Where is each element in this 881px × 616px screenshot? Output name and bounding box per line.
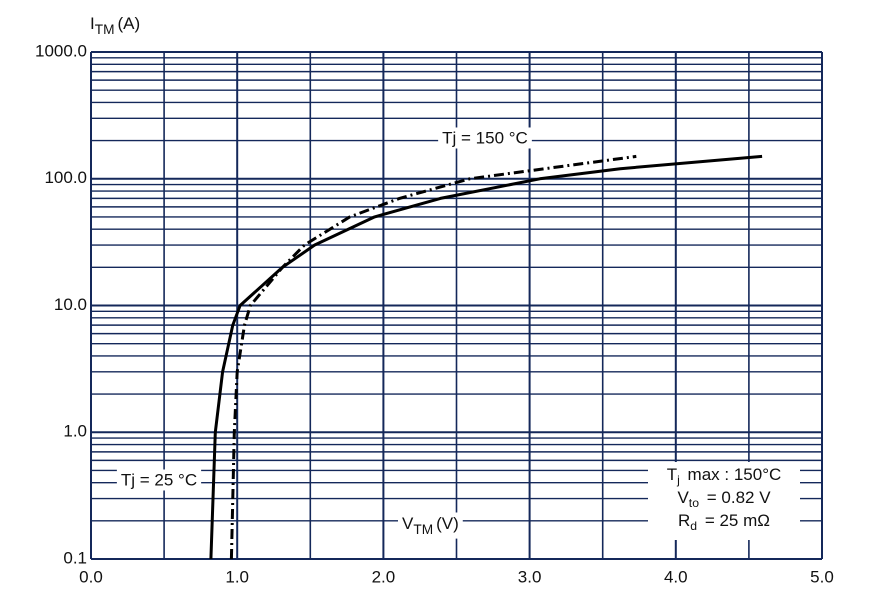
info-line-sub: to: [689, 496, 699, 510]
x-tick-label: 5.0: [810, 567, 834, 586]
info-line: Tj max : 150°C: [667, 465, 782, 487]
x-tick-label: 2.0: [372, 567, 396, 586]
y-axis-title-main: I: [90, 14, 95, 33]
info-line: Rd = 25 mΩ: [678, 511, 770, 533]
info-line-sub: j: [676, 473, 680, 487]
info-line-rest: max : 150°C: [683, 465, 781, 484]
y-axis-title-sub: TM: [95, 22, 115, 37]
series-label: Tj = 150 °C: [442, 128, 528, 147]
info-box: [648, 462, 800, 540]
y-axis-title: ITM (A): [90, 14, 140, 36]
x-tick-label: 1.0: [225, 567, 249, 586]
info-line-main: R: [678, 511, 690, 530]
y-tick-label: 100.0: [44, 168, 87, 187]
x-axis-title: VTM (V): [402, 514, 459, 536]
info-line-main: V: [677, 488, 689, 507]
y-tick-label: 10.0: [54, 295, 87, 314]
info-line-main: T: [667, 465, 677, 484]
series-line: [229, 154, 637, 560]
series-line: [209, 154, 763, 560]
x-tick-label: 3.0: [518, 567, 542, 586]
x-axis-title-rest: (V): [436, 514, 459, 533]
label-background: [398, 512, 463, 539]
info-line: Vto = 0.82 V: [677, 488, 771, 510]
info-line-rest: = 0.82 V: [702, 488, 771, 507]
info-line-sub: d: [690, 519, 697, 533]
y-axis-title-rest: (A): [117, 14, 140, 33]
series-label: Tj = 25 °C: [121, 470, 197, 489]
y-tick-label: 1.0: [63, 422, 87, 441]
info-line-rest: = 25 mΩ: [700, 511, 770, 530]
y-tick-label: 0.1: [63, 548, 87, 567]
label-background: [116, 469, 202, 491]
x-axis-title-sub: TM: [413, 522, 433, 537]
label-background: [438, 127, 532, 149]
y-tick-label: 1000.0: [35, 41, 87, 60]
x-axis-title-main: V: [402, 514, 414, 533]
x-tick-label: 4.0: [664, 567, 688, 586]
x-tick-label: 0.0: [79, 567, 103, 586]
